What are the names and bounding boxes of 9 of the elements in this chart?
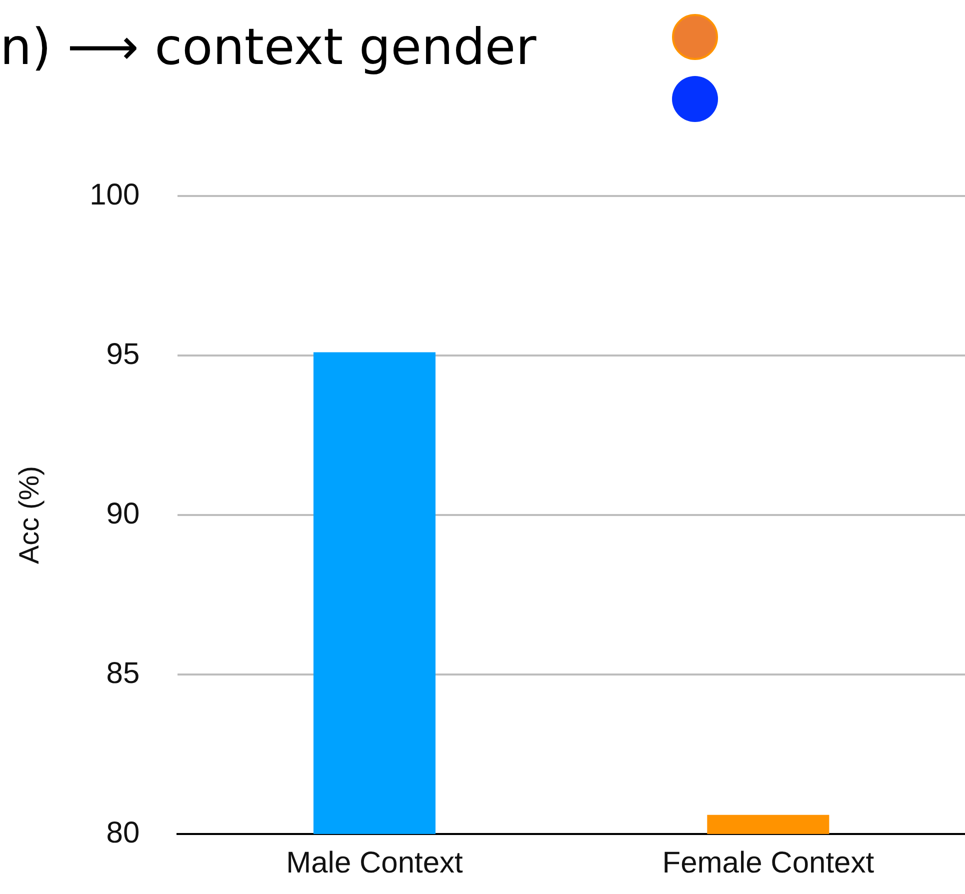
y-tick-label: 95 — [106, 338, 140, 371]
y-tick-label: 100 — [90, 178, 140, 212]
chart-title: n) ⟶ context gender — [0, 18, 536, 76]
y-tick-label: 90 — [106, 497, 140, 530]
x-tick-label: Female Context — [662, 846, 875, 880]
y-tick-label: 85 — [106, 656, 140, 690]
y-tick-label: 80 — [106, 816, 140, 850]
y-axis-title: Acc (%) — [14, 466, 45, 564]
x-tick-label: Male Context — [286, 846, 464, 880]
